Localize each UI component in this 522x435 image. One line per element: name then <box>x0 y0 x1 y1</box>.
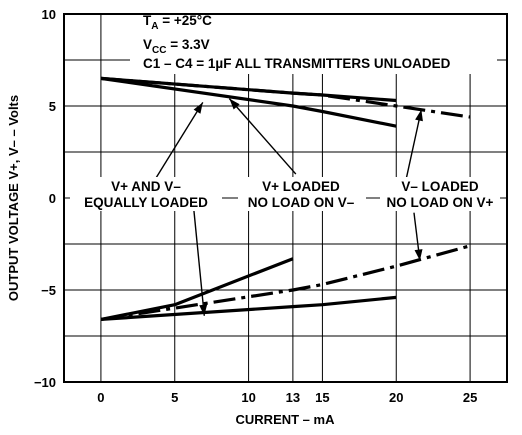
condition-caps: C1 – C4 = 1µF ALL TRANSMITTERS UNLOADED <box>143 56 451 71</box>
tick-labels: 0 5 10 13 15 20 25 10 5 0 −5 −10 <box>34 7 477 405</box>
annotation-v-plus-loaded-line2: NO LOAD ON V– <box>248 195 355 210</box>
annotation-arrow-2 <box>228 98 297 175</box>
series-line-0 <box>100 76 397 128</box>
condition-ta: TA = +25°C <box>143 13 212 32</box>
x-tick-label-6: 25 <box>463 390 477 405</box>
conditions-block: TA = +25°C VCC = 3.3V C1 – C4 = 1µF ALL … <box>130 8 497 74</box>
y-axis-title: OUTPUT VOLTAGE V+, V– – Volts <box>6 95 21 301</box>
x-axis-title: CURRENT – mA <box>236 412 336 427</box>
annotation-v-plus-loaded: V+ LOADED NO LOAD ON V– <box>238 177 366 211</box>
annotation-equally-loaded: V+ AND V– EQUALLY LOADED <box>70 177 222 211</box>
x-tick-label-2: 10 <box>241 390 255 405</box>
annotation-arrow-0 <box>147 101 204 192</box>
annotation-arrowhead-0 <box>193 102 203 114</box>
x-tick-label-0: 0 <box>97 390 104 405</box>
x-tick-label-1: 5 <box>171 390 178 405</box>
y-tick-label-4: −10 <box>34 375 56 390</box>
series-line-4 <box>100 76 471 119</box>
annotation-arrowhead-1 <box>199 304 208 316</box>
annotation-arrowhead-3 <box>415 109 423 122</box>
condition-vcc: VCC = 3.3V <box>143 37 210 56</box>
series-line-5 <box>100 244 471 321</box>
arrows-layer <box>147 98 423 316</box>
annotation-arrow-1 <box>193 210 205 316</box>
annotation-equally-loaded-bg <box>70 177 222 211</box>
conditions-background <box>130 8 497 74</box>
annotation-equally-loaded-line2: EQUALLY LOADED <box>84 195 208 210</box>
y-tick-label-2: 0 <box>49 191 56 206</box>
series-line-1 <box>100 257 294 321</box>
annotation-v-plus-loaded-line1: V+ LOADED <box>262 179 340 194</box>
annotation-arrowhead-2 <box>229 98 240 110</box>
annotation-equally-loaded-line1: V+ AND V– <box>111 179 181 194</box>
x-tick-label-3: 13 <box>286 390 300 405</box>
y-tick-label-3: −5 <box>41 283 56 298</box>
annotation-v-minus-loaded: V– LOADED NO LOAD ON V+ <box>380 177 500 211</box>
y-tick-label-1: 5 <box>49 99 56 114</box>
annotation-v-minus-loaded-line1: V– LOADED <box>401 179 479 194</box>
x-tick-label-4: 15 <box>315 390 329 405</box>
series-line-3 <box>100 295 397 321</box>
annotation-v-minus-loaded-bg <box>380 177 500 211</box>
y-tick-label-0: 10 <box>42 7 56 22</box>
annotation-v-plus-loaded-bg <box>238 177 366 211</box>
plot-frame <box>63 13 508 383</box>
series-layer <box>100 76 471 321</box>
x-tick-label-5: 20 <box>389 390 403 405</box>
annotation-arrowhead-4 <box>414 249 423 261</box>
annotation-v-minus-loaded-line2: NO LOAD ON V+ <box>387 195 494 210</box>
